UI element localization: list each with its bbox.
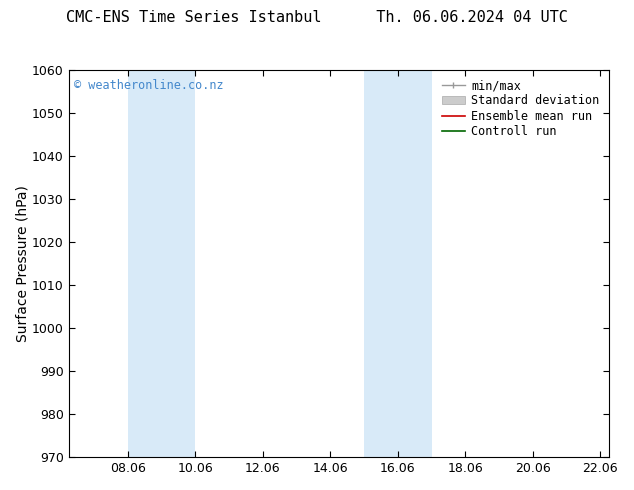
Bar <box>398 70 432 457</box>
Y-axis label: Surface Pressure (hPa): Surface Pressure (hPa) <box>15 185 29 342</box>
Text: CMC-ENS Time Series Istanbul      Th. 06.06.2024 04 UTC: CMC-ENS Time Series Istanbul Th. 06.06.2… <box>66 10 568 25</box>
Text: © weatheronline.co.nz: © weatheronline.co.nz <box>74 79 224 92</box>
Bar <box>364 70 398 457</box>
Bar <box>162 70 195 457</box>
Bar <box>127 70 162 457</box>
Legend: min/max, Standard deviation, Ensemble mean run, Controll run: min/max, Standard deviation, Ensemble me… <box>438 75 603 142</box>
